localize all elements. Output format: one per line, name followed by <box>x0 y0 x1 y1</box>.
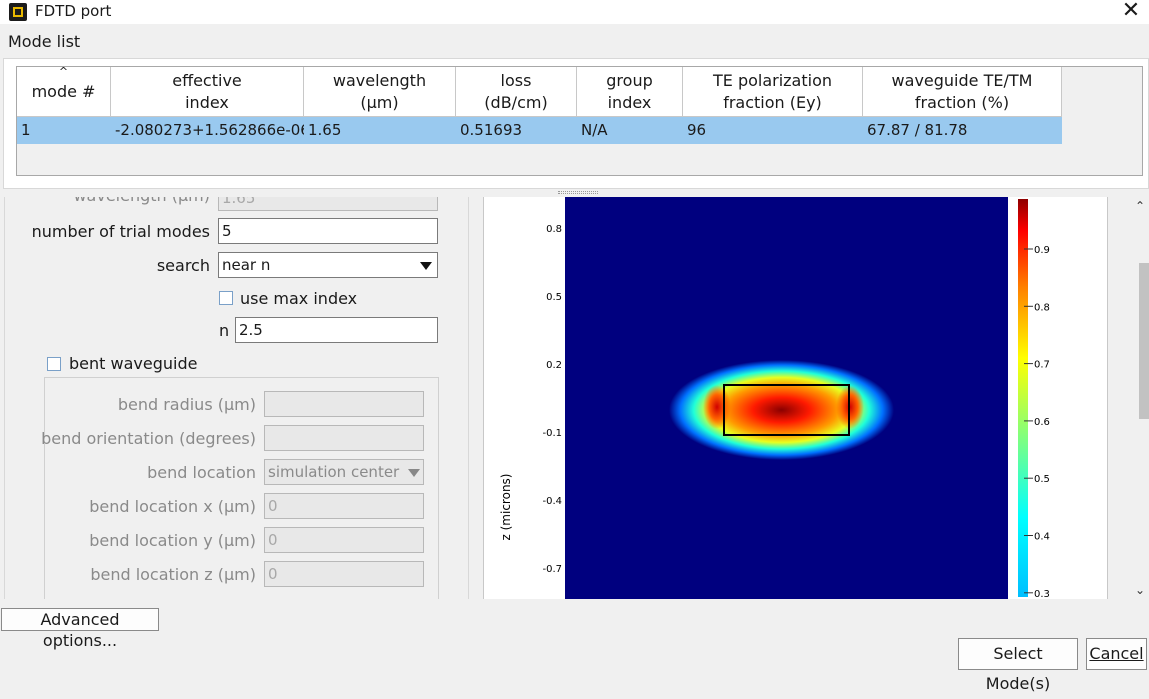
sort-ascending-icon: ^ <box>58 65 69 78</box>
column-header-effective-index[interactable]: effective index <box>111 67 304 117</box>
colorbar-tick-label: 0.9 <box>1034 245 1050 256</box>
trial-modes-label: number of trial modes <box>31 222 210 241</box>
mode-profile-plot: z (microns) 0.8 0.5 0.2 -0.1 -0.4 -0.7 0.9 0.8… <box>483 197 1108 599</box>
wavelength-label: wavelength (µm) <box>73 197 210 205</box>
bend-location-y-label: bend location y (µm) <box>89 531 256 550</box>
n-field[interactable]: 2.5 <box>235 317 438 343</box>
bend-location-z-label: bend location z (µm) <box>90 565 256 584</box>
bend-location-x-field: 0 <box>264 493 424 519</box>
y-tick-label: 0.2 <box>546 360 562 371</box>
column-header-group-index[interactable]: group index <box>577 67 683 117</box>
scroll-down-icon[interactable]: ⌄ <box>1135 583 1146 597</box>
colorbar-tick-label: 0.7 <box>1034 360 1050 371</box>
bend-location-label: bend location <box>147 463 256 482</box>
colorbar-ticks: 0.9 0.8 0.7 0.6 0.5 0.4 0.3 <box>1024 245 1050 599</box>
app-icon <box>9 3 27 21</box>
table-row[interactable]: 1 -2.080273+1.562866e-06i 1.65 0.51693 N… <box>17 117 1062 144</box>
cell-wavelength: 1.65 <box>308 121 342 139</box>
bend-orientation-label: bend orientation (degrees) <box>41 429 256 448</box>
cell-group-index: N/A <box>581 121 608 139</box>
trial-modes-field[interactable]: 5 <box>218 218 438 244</box>
cell-mode: 1 <box>21 121 31 139</box>
y-ticks: 0.8 0.5 0.2 -0.1 -0.4 -0.7 <box>542 224 562 575</box>
colorbar-tick-label: 0.5 <box>1034 474 1050 485</box>
scroll-up-icon[interactable]: ⌃ <box>1135 199 1146 213</box>
n-label: n <box>219 321 230 340</box>
mode-plot-svg: z (microns) 0.8 0.5 0.2 -0.1 -0.4 -0.7 0.9 0.8… <box>499 197 1050 599</box>
bend-orientation-field <box>264 425 424 451</box>
cell-effective-index: -2.080273+1.562866e-06i <box>115 121 304 139</box>
y-axis-label: z (microns) <box>499 474 513 541</box>
waveguide-outline <box>723 384 850 436</box>
colorbar <box>1018 199 1028 597</box>
column-header-label: mode # <box>31 82 96 101</box>
bend-radius-field <box>264 391 424 417</box>
bent-waveguide-label: bent waveguide <box>69 354 198 373</box>
bend-location-value: simulation center <box>268 463 400 481</box>
use-max-index-checkbox[interactable] <box>219 291 233 305</box>
wavelength-field: 1.65 <box>218 197 438 211</box>
title-bar: FDTD port ✕ <box>0 0 1149 24</box>
search-select[interactable]: near n <box>218 252 438 278</box>
bend-location-x-label: bend location x (µm) <box>89 497 256 516</box>
window-title: FDTD port <box>35 2 112 20</box>
column-header-loss[interactable]: loss (dB/cm) <box>456 67 577 117</box>
y-tick-label: -0.7 <box>542 564 562 575</box>
bend-radius-label: bend radius (µm) <box>117 395 256 414</box>
table-header: ^ mode # effective index wavelength (µm)… <box>17 65 1062 117</box>
splitter-handle[interactable] <box>558 191 598 194</box>
colorbar-tick-label: 0.6 <box>1034 417 1050 428</box>
settings-panel: wavelength (µm) 1.65 number of trial mod… <box>4 197 469 599</box>
column-header-te-tm-fraction[interactable]: waveguide TE/TM fraction (%) <box>863 67 1062 117</box>
scrollbar-thumb[interactable] <box>1139 263 1149 419</box>
search-label: search <box>156 256 210 275</box>
mode-table: ^ mode # effective index wavelength (µm)… <box>16 65 1143 176</box>
bend-location-y-field: 0 <box>264 527 424 553</box>
y-tick-label: 0.5 <box>546 292 562 303</box>
column-header-mode[interactable]: ^ mode # <box>17 65 111 117</box>
colorbar-tick-label: 0.4 <box>1034 532 1050 543</box>
mode-list-label: Mode list <box>8 32 81 51</box>
cell-te-fraction: 96 <box>687 121 707 139</box>
bent-waveguide-checkbox[interactable] <box>47 357 61 371</box>
close-icon[interactable]: ✕ <box>1121 0 1141 23</box>
y-tick-label: -0.4 <box>542 496 562 507</box>
bend-settings-group <box>44 377 439 599</box>
column-header-te-fraction[interactable]: TE polarization fraction (Ey) <box>683 67 863 117</box>
bend-location-select: simulation center <box>264 459 424 485</box>
cell-te-tm-fraction: 67.87 / 81.78 <box>867 121 968 139</box>
column-header-wavelength[interactable]: wavelength (µm) <box>304 67 456 117</box>
colorbar-tick-label: 0.3 <box>1034 589 1050 599</box>
y-tick-label: -0.1 <box>542 428 562 439</box>
use-max-index-label: use max index <box>240 289 358 308</box>
chevron-down-icon <box>408 469 420 477</box>
mode-list-panel: ^ mode # effective index wavelength (µm)… <box>3 58 1149 189</box>
field-hotspot-left <box>703 385 731 429</box>
search-select-value: near n <box>222 256 271 274</box>
colorbar-tick-label: 0.8 <box>1034 302 1050 313</box>
cell-loss: 0.51693 <box>460 121 523 139</box>
cancel-button[interactable]: Cancel <box>1086 638 1147 670</box>
bend-location-z-field: 0 <box>264 561 424 587</box>
y-tick-label: 0.8 <box>546 224 562 235</box>
vertical-scrollbar[interactable]: ⌃ ⌄ <box>1133 197 1149 599</box>
advanced-options-button[interactable]: Advanced options... <box>1 608 159 650</box>
select-modes-button[interactable]: Select Mode(s) <box>958 638 1078 693</box>
chevron-down-icon <box>420 262 432 270</box>
